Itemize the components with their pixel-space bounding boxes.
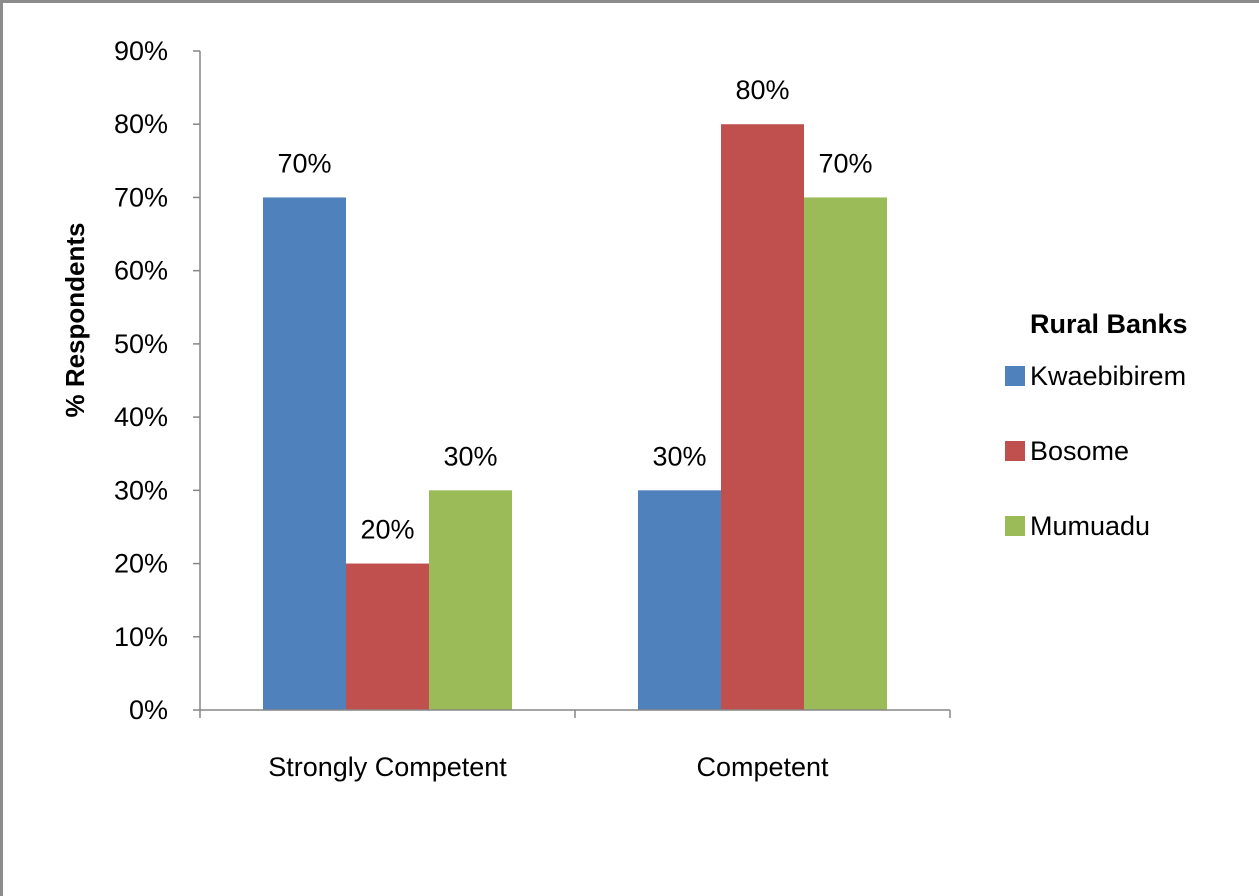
data-label: 30% xyxy=(652,441,706,471)
y-tick-label: 60% xyxy=(114,256,168,286)
y-tick-label: 50% xyxy=(114,329,168,359)
data-label: 80% xyxy=(735,75,789,105)
legend-title: Rural Banks xyxy=(1030,309,1188,339)
bar xyxy=(263,197,346,710)
y-axis-ticks: 0% 10% 20% 30% 40% 50% 60% 70% 80% 90% xyxy=(114,36,168,725)
y-tick-label: 40% xyxy=(114,402,168,432)
legend-items: Kwaebibirem Bosome Mumuadu xyxy=(1005,361,1186,541)
y-tick-label: 90% xyxy=(114,36,168,66)
bar xyxy=(721,124,804,710)
legend-label: Kwaebibirem xyxy=(1030,361,1186,391)
data-label: 70% xyxy=(818,148,872,178)
legend-swatch xyxy=(1005,516,1025,536)
bar xyxy=(346,563,429,710)
data-label: 30% xyxy=(443,441,497,471)
data-label: 20% xyxy=(360,515,414,545)
y-tick-label: 80% xyxy=(114,109,168,139)
axes xyxy=(193,50,951,718)
legend-swatch xyxy=(1005,441,1025,461)
bar xyxy=(429,490,512,710)
y-tick-label: 10% xyxy=(114,622,168,652)
x-axis-ticks: Strongly Competent Competent xyxy=(268,752,829,782)
bar xyxy=(804,197,887,710)
y-axis-label: % Respondents xyxy=(60,222,90,417)
legend: Rural Banks Kwaebibirem Bosome Mumuadu xyxy=(1005,309,1188,541)
legend-label: Bosome xyxy=(1030,436,1129,466)
bars xyxy=(263,124,887,710)
y-tick-label: 20% xyxy=(114,549,168,579)
y-tick-label: 70% xyxy=(114,182,168,212)
data-label: 70% xyxy=(277,148,331,178)
y-tick-label: 30% xyxy=(114,475,168,505)
x-tick-label: Competent xyxy=(696,752,829,782)
bar xyxy=(638,490,721,710)
legend-label: Mumuadu xyxy=(1030,511,1150,541)
data-labels: 70% 20% 30% 30% 80% 70% xyxy=(277,75,872,544)
y-tick-label: 0% xyxy=(129,695,168,725)
x-tick-label: Strongly Competent xyxy=(268,752,507,782)
legend-swatch xyxy=(1005,366,1025,386)
